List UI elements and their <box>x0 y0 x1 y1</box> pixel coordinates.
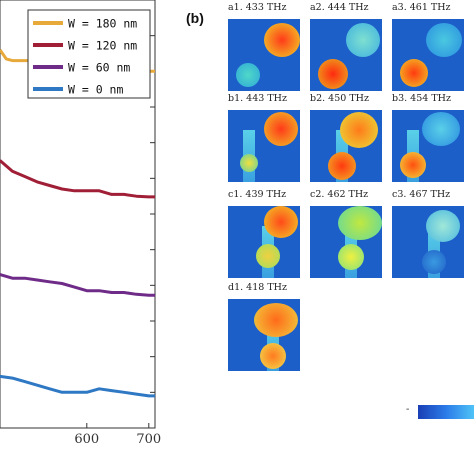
colorbar-min-label: - <box>406 404 410 415</box>
legend: W = 180 nm W = 120 nm W = 60 nm W = 0 nm <box>27 9 151 99</box>
field-map-title: c2. 462 THz <box>310 189 369 200</box>
field-map-blob <box>422 112 460 146</box>
series-line <box>0 273 155 297</box>
series-line <box>0 159 155 199</box>
field-map-blob <box>318 59 348 89</box>
field-map-blob <box>340 112 378 148</box>
field-map-blob <box>254 303 298 337</box>
field-map-title: c3. 467 THz <box>392 189 451 200</box>
field-map-title: b3. 454 THz <box>392 93 451 104</box>
field-map-blob <box>260 343 286 369</box>
field-map-title: b1. 443 THz <box>228 93 287 104</box>
field-map-blob <box>264 23 300 57</box>
field-map-blob <box>264 206 298 238</box>
field-map-blob <box>256 244 280 268</box>
field-map-title: a2. 444 THz <box>310 2 369 13</box>
legend-entry: W = 120 nm <box>68 39 137 53</box>
field-map <box>310 19 382 91</box>
field-map-title: a3. 461 THz <box>392 2 451 13</box>
field-map-title: c1. 439 THz <box>228 189 287 200</box>
series-line <box>0 374 155 398</box>
field-map-title: a1. 433 THz <box>228 2 287 13</box>
field-map-blob <box>400 59 428 87</box>
x-tick-label: 600 <box>74 432 99 447</box>
field-map-blob <box>338 244 364 270</box>
field-map-blob <box>426 23 462 57</box>
field-map <box>392 19 464 91</box>
x-ticks: 600 700 <box>74 423 161 447</box>
colorbar <box>418 405 474 419</box>
field-map-blob <box>240 154 258 172</box>
x-tick-label: 700 <box>136 432 161 447</box>
field-map-blob <box>236 63 260 87</box>
field-map-blob <box>426 210 460 242</box>
field-map-blob <box>346 23 380 57</box>
field-map <box>228 299 300 371</box>
field-map <box>228 19 300 91</box>
field-map-blob <box>338 206 382 240</box>
field-map <box>228 206 300 278</box>
panel-b-label: (b) <box>186 10 204 26</box>
field-map <box>392 206 464 278</box>
field-map <box>392 110 464 182</box>
field-map <box>228 110 300 182</box>
field-map-title: b2. 450 THz <box>310 93 369 104</box>
legend-entry: W = 0 nm <box>68 83 123 97</box>
field-map <box>310 110 382 182</box>
field-map-blob <box>400 152 426 178</box>
field-map <box>310 206 382 278</box>
legend-entry: W = 60 nm <box>68 61 130 75</box>
legend-entry: W = 180 nm <box>68 17 137 31</box>
field-map-blob <box>264 112 298 146</box>
field-map-blob <box>328 152 356 180</box>
field-map-blob <box>422 250 446 274</box>
field-map-title: d1. 418 THz <box>228 282 287 293</box>
